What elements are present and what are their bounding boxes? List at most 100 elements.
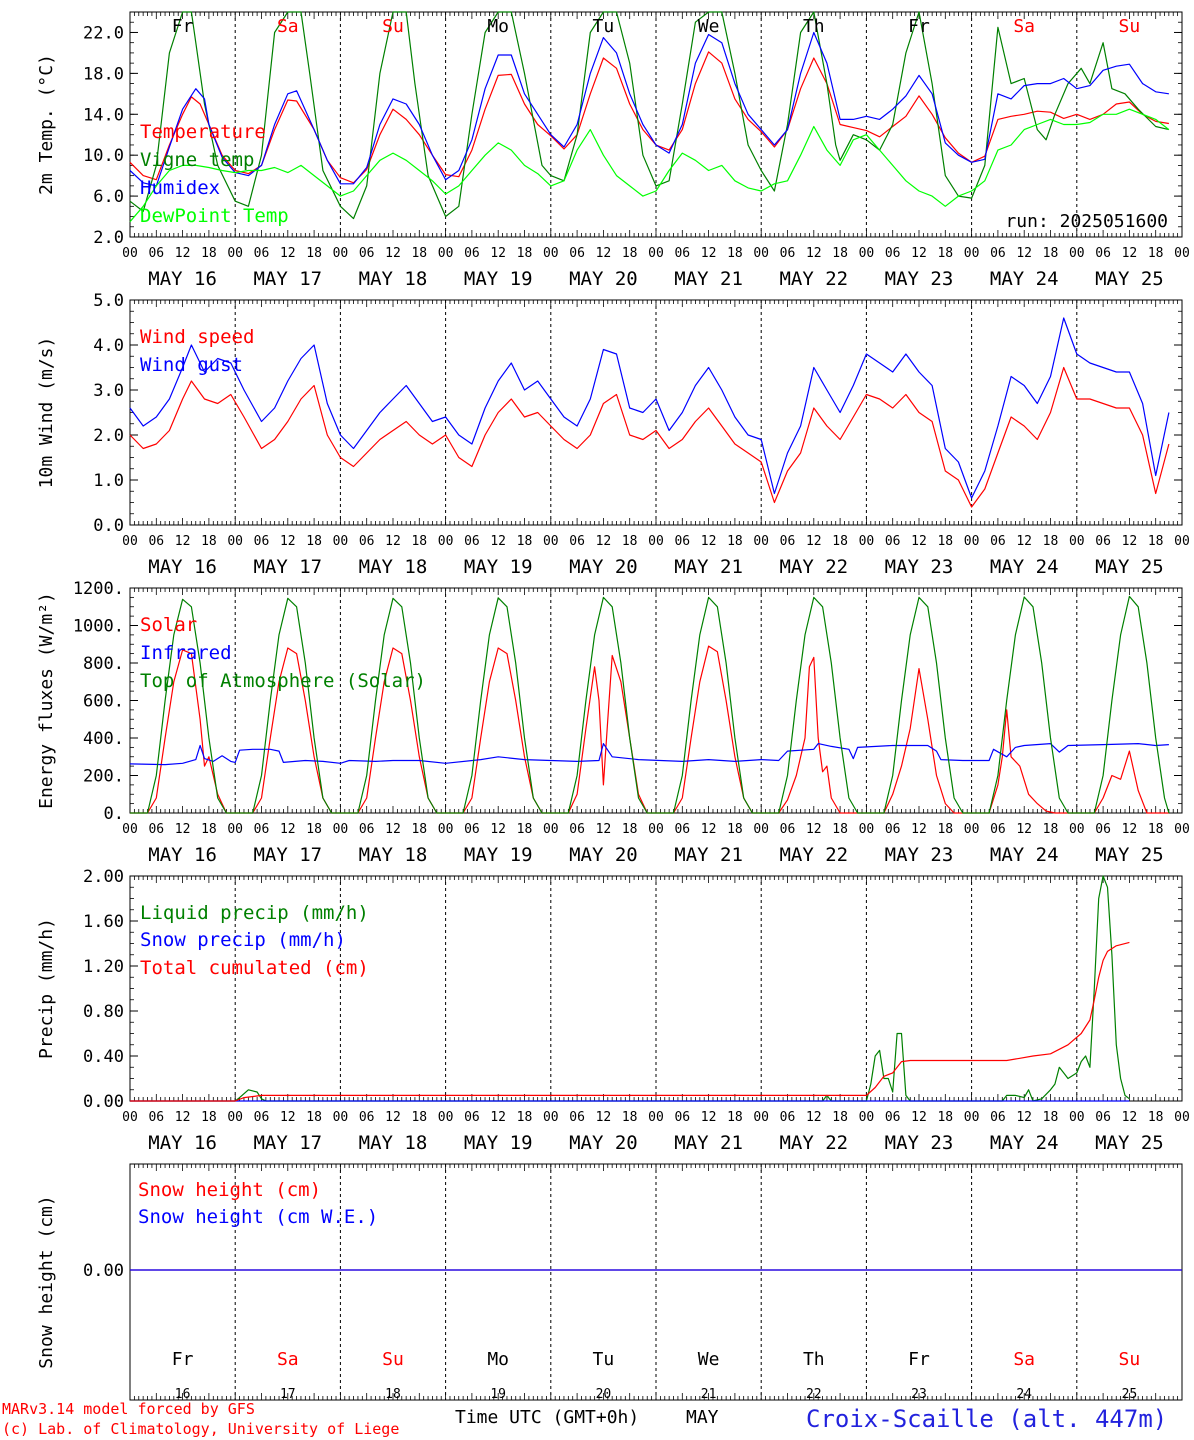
x-day-label: MAY 21 — [674, 556, 743, 578]
x-hour-tick-label: 06 — [885, 534, 901, 549]
day-number-label: 18 — [385, 1387, 401, 1402]
legend-entry: DewPoint Temp — [140, 205, 289, 227]
x-hour-tick-label: 18 — [622, 1110, 638, 1125]
x-hour-tick-label: 00 — [1069, 1110, 1085, 1125]
x-hour-tick-label: 12 — [490, 534, 506, 549]
x-hour-tick-label: 00 — [227, 246, 243, 261]
x-hour-tick-label: 12 — [911, 822, 927, 837]
x-hour-tick-label: 18 — [411, 246, 427, 261]
x-day-label: MAY 20 — [569, 556, 638, 578]
x-hour-tick-label: 00 — [122, 822, 138, 837]
x-hour-tick-label: 00 — [1174, 534, 1190, 549]
x-hour-tick-label: 06 — [674, 1110, 690, 1125]
x-hour-tick-label: 18 — [306, 1110, 322, 1125]
x-hour-tick-label: 00 — [227, 534, 243, 549]
x-day-label: MAY 17 — [253, 556, 322, 578]
x-hour-tick-label: 12 — [490, 1110, 506, 1125]
weekday-label: Tu — [593, 1349, 615, 1370]
x-day-label: MAY 16 — [148, 268, 217, 290]
plot-frame — [129, 299, 1183, 526]
x-hour-tick-label: 00 — [122, 1110, 138, 1125]
x-hour-tick-label: 18 — [1043, 534, 1059, 549]
x-day-label: MAY 18 — [359, 1132, 428, 1154]
x-hour-tick-label: 06 — [780, 534, 796, 549]
x-hour-tick-label: 00 — [1174, 1110, 1190, 1125]
x-day-label: MAY 22 — [779, 556, 848, 578]
x-hour-tick-label: 06 — [254, 534, 270, 549]
weekday-label: Fr — [908, 16, 930, 37]
day-number-label: 20 — [596, 1387, 612, 1402]
weekday-label: Su — [382, 1349, 404, 1370]
x-hour-tick-label: 06 — [569, 1110, 585, 1125]
weekday-label: Fr — [172, 16, 194, 37]
y-tick-label: 0. — [104, 804, 124, 824]
x-day-label: MAY 19 — [464, 1132, 533, 1154]
y-tick-label: 4.0 — [93, 336, 124, 356]
weekday-label: Th — [803, 16, 825, 37]
series-line-total-cumulated-cm- — [130, 941, 1130, 1102]
x-hour-tick-label: 12 — [280, 534, 296, 549]
x-hour-tick-label: 06 — [359, 1110, 375, 1125]
x-hour-tick-label: 12 — [806, 822, 822, 837]
x-hour-tick-label: 06 — [148, 1110, 164, 1125]
y-tick-label: 6.0 — [93, 187, 124, 207]
x-hour-tick-label: 12 — [911, 1110, 927, 1125]
x-day-label: MAY 23 — [885, 844, 954, 866]
x-hour-tick-label: 06 — [254, 246, 270, 261]
day-number-label: 23 — [911, 1387, 927, 1402]
x-hour-tick-label: 00 — [1174, 246, 1190, 261]
x-hour-tick-label: 06 — [464, 822, 480, 837]
x-day-label: MAY 18 — [359, 556, 428, 578]
x-day-label: MAY 24 — [990, 556, 1059, 578]
x-hour-tick-label: 00 — [1069, 246, 1085, 261]
x-day-label: MAY 19 — [464, 268, 533, 290]
x-hour-tick-label: 06 — [359, 246, 375, 261]
x-hour-tick-label: 18 — [727, 822, 743, 837]
x-hour-tick-label: 12 — [1122, 246, 1138, 261]
day-number-label: 24 — [1016, 1387, 1032, 1402]
x-day-label: MAY 16 — [148, 556, 217, 578]
x-hour-tick-label: 00 — [753, 246, 769, 261]
x-hour-tick-label: 12 — [596, 246, 612, 261]
x-hour-tick-label: 12 — [1016, 822, 1032, 837]
y-tick-label: 600. — [83, 692, 124, 712]
x-day-label: MAY 23 — [885, 556, 954, 578]
x-hour-tick-label: 00 — [964, 822, 980, 837]
model-credit: MARv3.14 model forced by GFS — [2, 1400, 255, 1418]
x-hour-tick-label: 06 — [674, 822, 690, 837]
x-hour-tick-label: 00 — [333, 534, 349, 549]
x-day-label: MAY 16 — [148, 844, 217, 866]
x-hour-tick-label: 00 — [753, 534, 769, 549]
x-hour-tick-label: 12 — [596, 1110, 612, 1125]
series-line-vigne-temp — [129, 11, 1170, 220]
x-day-label: MAY 19 — [464, 556, 533, 578]
legend-entry: Wind gust — [140, 354, 243, 376]
x-hour-tick-label: 12 — [175, 1110, 191, 1125]
weekday-label: Su — [1119, 16, 1141, 37]
y-tick-label: 400. — [83, 729, 124, 749]
x-hour-tick-label: 12 — [175, 246, 191, 261]
x-hour-tick-label: 00 — [227, 822, 243, 837]
weekday-label: Fr — [908, 1349, 930, 1370]
x-hour-tick-label: 06 — [148, 534, 164, 549]
x-hour-tick-label: 06 — [569, 534, 585, 549]
x-hour-tick-label: 12 — [1016, 1110, 1032, 1125]
x-hour-tick-label: 06 — [569, 822, 585, 837]
weekday-label: We — [698, 16, 720, 37]
x-hour-tick-label: 00 — [859, 822, 875, 837]
legend-entry: Snow precip (mm/h) — [140, 929, 346, 951]
x-hour-tick-label: 18 — [411, 822, 427, 837]
y-tick-label: 2.00 — [83, 867, 124, 887]
x-hour-tick-label: 00 — [122, 246, 138, 261]
y-axis-label: Energy fluxes (W/m²) — [36, 592, 57, 809]
legend-entry: Snow height (cm) — [138, 1179, 321, 1201]
y-tick-label: 22.0 — [83, 23, 124, 43]
x-day-label: MAY 18 — [359, 268, 428, 290]
y-tick-label: 0.00 — [83, 1092, 124, 1112]
legend-entry: Total cumulated (cm) — [140, 957, 369, 979]
x-hour-tick-label: 12 — [701, 1110, 717, 1125]
x-hour-tick-label: 06 — [674, 246, 690, 261]
x-day-label: MAY 22 — [779, 844, 848, 866]
x-day-label: MAY 23 — [885, 1132, 954, 1154]
x-day-label: MAY 17 — [253, 844, 322, 866]
